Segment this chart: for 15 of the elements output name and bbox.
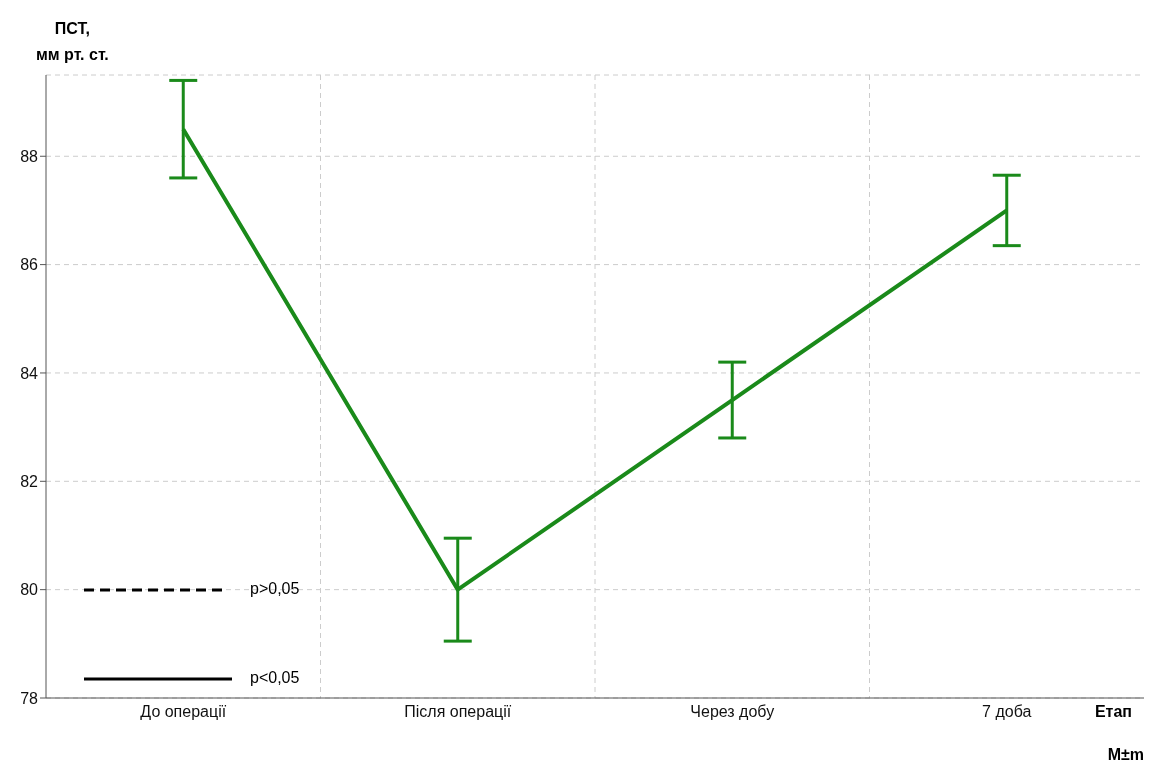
- x-axis-title: Етап: [1094, 703, 1132, 721]
- y-tick-label: 78: [20, 689, 39, 707]
- y-tick-label: 88: [20, 147, 39, 165]
- x-tick-label: Після операції: [404, 703, 512, 721]
- y-axis-title: ПСТ, мм рт. ст.: [36, 19, 109, 65]
- x-tick-label: Через добу: [690, 703, 775, 721]
- annotation: p>0,05: [250, 580, 300, 598]
- annotation: p<0,05: [250, 669, 300, 687]
- x-tick-label: До операції: [140, 703, 227, 721]
- text: M±m: [1107, 746, 1144, 764]
- y-tick-label: 82: [20, 472, 39, 490]
- y-tick-label: 84: [20, 364, 39, 382]
- y-tick-label: 80: [20, 581, 39, 599]
- x-tick-label: 7 доба: [982, 703, 1032, 721]
- y-tick-label: 86: [20, 256, 39, 274]
